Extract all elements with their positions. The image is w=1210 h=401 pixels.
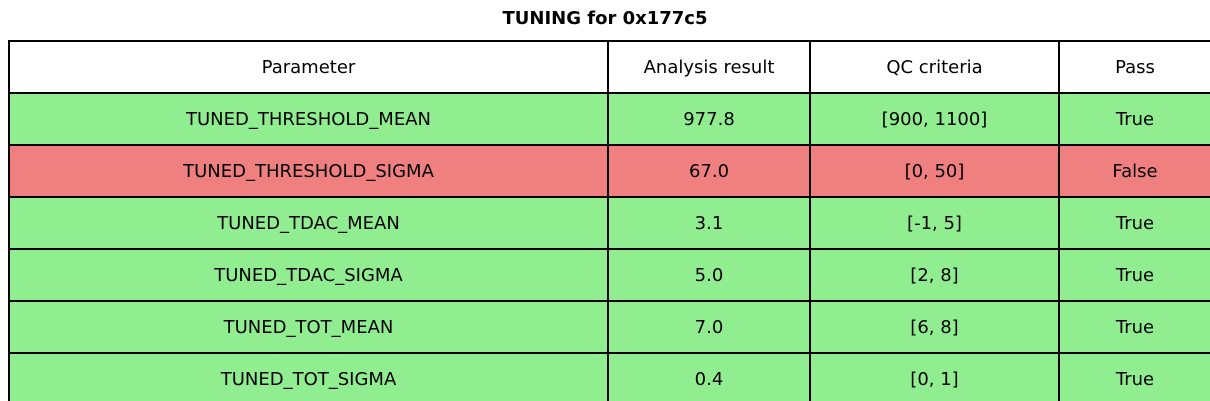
table-row: TUNED_TOT_MEAN 7.0 [6, 8] True — [8, 300, 1210, 354]
table-row: TUNED_TDAC_SIGMA 5.0 [2, 8] True — [8, 248, 1210, 302]
cell-pass: True — [1058, 352, 1210, 401]
table-row: TUNED_THRESHOLD_SIGMA 67.0 [0, 50] False — [8, 144, 1210, 198]
cell-qc-criteria: [2, 8] — [809, 248, 1060, 302]
cell-parameter: TUNED_TOT_MEAN — [8, 300, 609, 354]
cell-pass: False — [1058, 144, 1210, 198]
cell-analysis-result: 7.0 — [607, 300, 811, 354]
column-header-qc-criteria: QC criteria — [809, 40, 1060, 94]
cell-pass: True — [1058, 196, 1210, 250]
cell-qc-criteria: [900, 1100] — [809, 92, 1060, 146]
cell-parameter: TUNED_TDAC_MEAN — [8, 196, 609, 250]
cell-analysis-result: 5.0 — [607, 248, 811, 302]
cell-parameter: TUNED_THRESHOLD_SIGMA — [8, 144, 609, 198]
cell-analysis-result: 3.1 — [607, 196, 811, 250]
table-row: TUNED_TOT_SIGMA 0.4 [0, 1] True — [8, 352, 1210, 401]
cell-analysis-result: 977.8 — [607, 92, 811, 146]
cell-analysis-result: 67.0 — [607, 144, 811, 198]
cell-qc-criteria: [-1, 5] — [809, 196, 1060, 250]
cell-parameter: TUNED_TOT_SIGMA — [8, 352, 609, 401]
column-header-parameter: Parameter — [8, 40, 609, 94]
table-row: TUNED_THRESHOLD_MEAN 977.8 [900, 1100] T… — [8, 92, 1210, 146]
cell-parameter: TUNED_TDAC_SIGMA — [8, 248, 609, 302]
cell-pass: True — [1058, 300, 1210, 354]
cell-qc-criteria: [6, 8] — [809, 300, 1060, 354]
cell-pass: True — [1058, 92, 1210, 146]
cell-qc-criteria: [0, 1] — [809, 352, 1060, 401]
page-title: TUNING for 0x177c5 — [502, 8, 708, 29]
table-row: TUNED_TDAC_MEAN 3.1 [-1, 5] True — [8, 196, 1210, 250]
qc-results-table: Parameter Analysis result QC criteria Pa… — [8, 40, 1210, 401]
column-header-pass: Pass — [1058, 40, 1210, 94]
cell-parameter: TUNED_THRESHOLD_MEAN — [8, 92, 609, 146]
cell-qc-criteria: [0, 50] — [809, 144, 1060, 198]
cell-pass: True — [1058, 248, 1210, 302]
cell-analysis-result: 0.4 — [607, 352, 811, 401]
column-header-analysis-result: Analysis result — [607, 40, 811, 94]
table-header-row: Parameter Analysis result QC criteria Pa… — [8, 40, 1210, 94]
